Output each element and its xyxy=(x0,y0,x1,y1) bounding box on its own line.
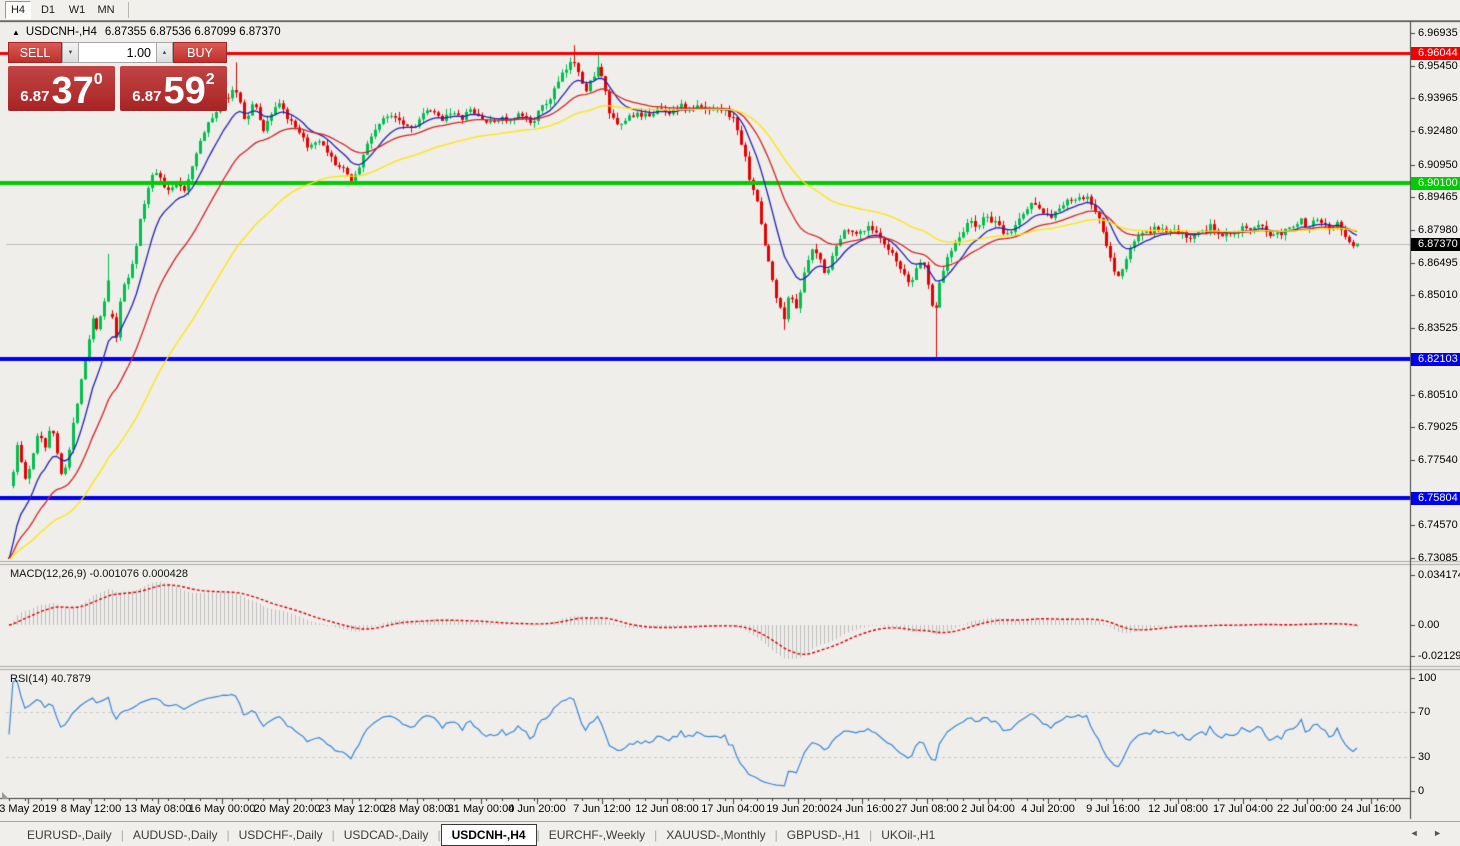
timeframe-button-w1[interactable]: W1 xyxy=(68,4,86,16)
sell-price-prefix: 6.87 xyxy=(20,88,50,105)
time-axis-label[interactable]: 4 Jun 20:00 xyxy=(508,803,566,815)
rsi-axis-tick[interactable]: 100 xyxy=(1418,672,1437,684)
time-axis-label[interactable]: 17 Jun 04:00 xyxy=(701,803,765,815)
timeframe-toolbar: H4 D1 W1 MN xyxy=(0,0,1460,21)
toolbar-separator xyxy=(128,2,129,18)
spinner-up-icon: ▲ xyxy=(161,49,168,56)
time-axis-label[interactable]: 16 May 00:00 xyxy=(188,803,256,815)
price-level-badge: 6.87370 xyxy=(1411,238,1460,251)
chart-tab-xauusdmonthly[interactable]: XAUUSD-,Monthly xyxy=(666,827,766,842)
chart-tab-ukoilh1[interactable]: UKOil-,H1 xyxy=(881,827,936,842)
sell-button[interactable]: SELL xyxy=(8,42,62,63)
trade-panel-collapse-icon[interactable]: ▲ xyxy=(12,27,20,37)
rsi-indicator-label: RSI(14) 40.7879 xyxy=(10,673,91,685)
price-axis-tick[interactable]: 6.79025 xyxy=(1418,421,1458,434)
panel-resize-grip[interactable] xyxy=(2,792,9,799)
time-axis-label[interactable]: 9 Jul 16:00 xyxy=(1086,803,1140,815)
rsi-axis-tick[interactable]: 70 xyxy=(1418,705,1431,718)
buy-price-pips: 59 xyxy=(163,69,206,112)
price-level-badge: 6.82103 xyxy=(1411,353,1460,366)
tab-separator: | xyxy=(331,827,335,842)
tab-separator: | xyxy=(120,827,124,842)
chart-tab-audusddaily[interactable]: AUDUSD-,Daily xyxy=(132,827,218,842)
time-axis-label[interactable]: 24 Jun 16:00 xyxy=(830,803,894,815)
time-axis-label[interactable]: 27 Jun 08:00 xyxy=(895,803,959,815)
price-level-badge: 6.96044 xyxy=(1411,47,1460,60)
time-axis-label[interactable]: 23 May 12:00 xyxy=(318,803,386,815)
price-axis-tick[interactable]: 6.85010 xyxy=(1418,289,1458,302)
time-axis-label[interactable]: 13 May 08:00 xyxy=(124,803,192,815)
price-axis-tick[interactable]: 6.93965 xyxy=(1418,92,1458,105)
buy-price-box[interactable]: 6.87 59 2 xyxy=(120,66,227,111)
price-axis-tick[interactable]: 6.92480 xyxy=(1418,125,1458,138)
time-axis-label[interactable]: 8 May 12:00 xyxy=(60,803,122,815)
time-axis-label[interactable]: 31 May 00:00 xyxy=(447,803,515,815)
time-axis-label[interactable]: 17 Jul 04:00 xyxy=(1213,803,1273,815)
macd-axis-tick[interactable]: 0.00 xyxy=(1418,619,1440,631)
spinner-down-icon: ▼ xyxy=(67,49,74,56)
tab-separator: | xyxy=(774,827,778,842)
one-click-trade-panel: SELL ▼ 1.00 ▲ BUY 6.87 37 0 6.87 59 2 xyxy=(8,42,227,111)
time-axis-label[interactable]: 7 Jun 12:00 xyxy=(573,803,631,815)
time-axis-label[interactable]: 3 May 2019 xyxy=(0,803,57,815)
time-axis-label[interactable]: 20 May 20:00 xyxy=(253,803,321,815)
chart-tab-gbpusdh1[interactable]: GBPUSD-,H1 xyxy=(786,827,861,842)
time-axis-label[interactable]: 24 Jul 16:00 xyxy=(1341,803,1401,815)
price-axis-tick[interactable]: 6.90950 xyxy=(1418,158,1458,171)
price-axis-tick[interactable]: 6.95450 xyxy=(1418,59,1458,72)
timeframe-button-d1[interactable]: D1 xyxy=(40,4,56,16)
chart-header: ▲ USDCNH-,H4 6.87355 6.87536 6.87099 6.8… xyxy=(12,26,281,38)
chart-tab-usdchfdaily[interactable]: USDCHF-,Daily xyxy=(238,827,323,842)
volume-increase-button[interactable]: ▲ xyxy=(156,42,173,63)
price-axis-tick[interactable]: 6.83525 xyxy=(1418,322,1458,335)
price-axis-tick[interactable]: 6.77540 xyxy=(1418,453,1458,466)
price-level-badge: 6.75804 xyxy=(1411,492,1460,505)
time-axis-label[interactable]: 12 Jul 08:00 xyxy=(1148,803,1208,815)
tab-separator: | xyxy=(654,827,658,842)
tab-separator: | xyxy=(536,827,540,842)
price-axis-tick[interactable]: 6.73085 xyxy=(1418,551,1458,564)
chart-tab-bar: EURUSD-,Daily | AUDUSD-,Daily | USDCHF-,Dail… xyxy=(0,821,1460,846)
buy-price-point: 2 xyxy=(205,71,215,88)
sell-price-box[interactable]: 6.87 37 0 xyxy=(8,66,115,111)
macd-axis-tick[interactable]: 0.034174 xyxy=(1418,569,1460,582)
tab-separator: | xyxy=(869,827,873,842)
tab-separator: | xyxy=(226,827,230,842)
price-level-badge: 6.90100 xyxy=(1411,177,1460,190)
chart-tab-eurusddaily[interactable]: EURUSD-,Daily xyxy=(27,827,112,842)
timeframe-button-mn[interactable]: MN xyxy=(97,4,115,16)
volume-input[interactable]: 1.00 xyxy=(79,42,156,63)
price-axis-tick[interactable]: 6.86495 xyxy=(1418,256,1458,269)
time-axis-label[interactable]: 22 Jul 00:00 xyxy=(1277,803,1337,815)
chart-tab-usdcaddaily[interactable]: USDCAD-,Daily xyxy=(343,827,429,842)
tab-scroll-arrows[interactable]: ◄ ► xyxy=(1409,828,1448,838)
rsi-axis-tick[interactable]: 0 xyxy=(1418,785,1425,797)
price-axis-tick[interactable]: 6.87980 xyxy=(1418,224,1458,237)
tab-separator: | xyxy=(437,827,441,842)
price-axis-tick[interactable]: 6.80510 xyxy=(1418,388,1458,401)
macd-indicator-label: MACD(12,26,9) -0.001076 0.000428 xyxy=(10,568,188,580)
time-axis-label[interactable]: 4 Jul 20:00 xyxy=(1021,803,1075,815)
rsi-axis-tick[interactable]: 30 xyxy=(1418,751,1431,764)
sell-price-point: 0 xyxy=(93,71,103,88)
time-axis-label[interactable]: 12 Jun 08:00 xyxy=(635,803,699,815)
chart-ohlc-values: 6.87355 6.87536 6.87099 6.87370 xyxy=(104,26,281,38)
chart-tab-eurchfweekly[interactable]: EURCHF-,Weekly xyxy=(548,827,646,842)
chart-tab-usdcnhh4[interactable]: USDCNH-,H4 xyxy=(440,823,537,846)
time-axis-label[interactable]: 28 May 08:00 xyxy=(383,803,451,815)
chart-symbol-title: USDCNH-,H4 xyxy=(25,26,97,38)
buy-button[interactable]: BUY xyxy=(173,42,227,63)
macd-axis-tick[interactable]: -0.021296 xyxy=(1418,650,1460,663)
volume-decrease-button[interactable]: ▼ xyxy=(62,42,79,63)
price-axis-tick[interactable]: 6.89465 xyxy=(1418,191,1458,204)
sell-price-pips: 37 xyxy=(51,69,94,112)
time-axis-label[interactable]: 19 Jun 20:00 xyxy=(766,803,830,815)
price-axis-tick[interactable]: 6.96935 xyxy=(1418,27,1458,39)
buy-price-prefix: 6.87 xyxy=(132,88,162,105)
price-axis-tick[interactable]: 6.74570 xyxy=(1418,519,1458,532)
time-axis-label[interactable]: 2 Jul 04:00 xyxy=(961,803,1015,815)
timeframe-button-h4[interactable]: H4 xyxy=(5,1,31,19)
